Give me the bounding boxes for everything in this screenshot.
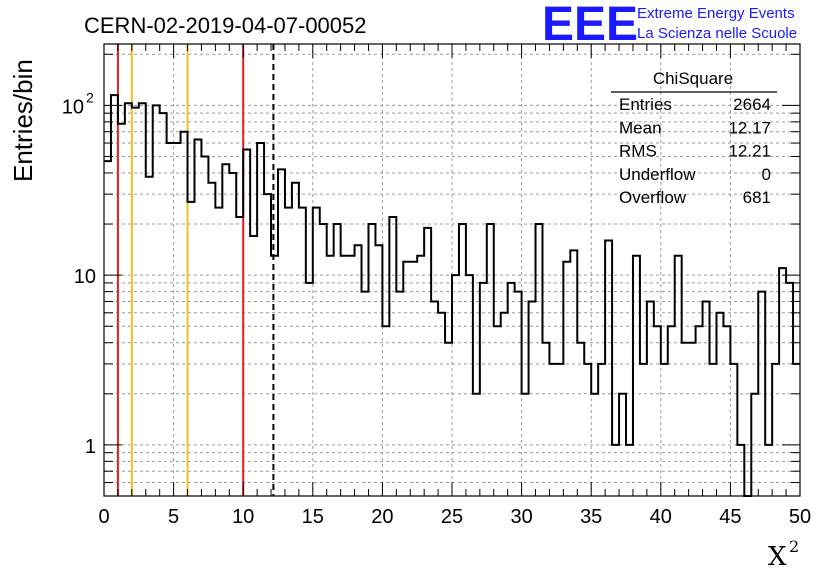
histogram-bins (104, 94, 800, 497)
x-axis-label-exponent: 2 (789, 537, 799, 556)
x-axis-label-base: X (768, 542, 787, 572)
x-tick-label: 10 (232, 506, 254, 528)
chart-title: CERN-02-2019-04-07-00052 (84, 13, 367, 38)
x-tick-labels: 0 5 10 15 20 25 30 35 40 45 50 (98, 506, 811, 528)
x-tick-label: 5 (168, 506, 179, 528)
y-tick-label: 10 (74, 266, 96, 288)
histogram-series (104, 94, 800, 497)
grid (104, 44, 800, 496)
x-tick-label: 50 (789, 506, 811, 528)
eee-logo: EEE Extreme Energy Events La Scienza nel… (542, 0, 797, 51)
x-tick-label: 35 (580, 506, 602, 528)
stats-box: ChiSquare Entries 2664 Mean 12.17 RMS 12.21 Un… (611, 69, 777, 207)
y-tick-label-exponent: 2 (86, 89, 94, 105)
logo-mark: EEE (542, 0, 638, 51)
x-tick-label: 15 (302, 506, 324, 528)
logo-line1: Extreme Energy Events (637, 5, 795, 22)
stats-rows: Entries 2664 Mean 12.17 RMS 12.21 Underflow 0 Ov… (619, 95, 771, 207)
y-tick-label: 10 (62, 96, 84, 118)
x-tick-label: 0 (98, 506, 109, 528)
x-tick-label: 25 (441, 506, 463, 528)
x-tick-label: 40 (650, 506, 672, 528)
stats-value: 2664 (733, 95, 771, 114)
x-tick-label: 20 (371, 506, 393, 528)
x-tick-label: 30 (510, 506, 532, 528)
stats-value: 0 (762, 165, 771, 184)
stats-name: ChiSquare (653, 69, 733, 88)
stats-label: Underflow (619, 165, 696, 184)
y-tick-label: 1 (85, 436, 96, 458)
axis-ticks (103, 44, 801, 496)
stats-label: Entries (619, 95, 672, 114)
reference-lines (116, 44, 275, 496)
stats-value: 12.17 (728, 118, 771, 137)
x-tick-label: 45 (719, 506, 741, 528)
stats-value: 681 (743, 188, 771, 207)
stats-label: Overflow (619, 188, 687, 207)
stats-label: Mean (619, 118, 662, 137)
logo-line2: La Scienza nelle Scuole (637, 25, 797, 42)
stats-value: 12.21 (728, 142, 771, 161)
stats-label: RMS (619, 142, 657, 161)
y-axis-label: Entries/bin (8, 59, 38, 182)
x-axis-label: X 2 (768, 537, 799, 572)
